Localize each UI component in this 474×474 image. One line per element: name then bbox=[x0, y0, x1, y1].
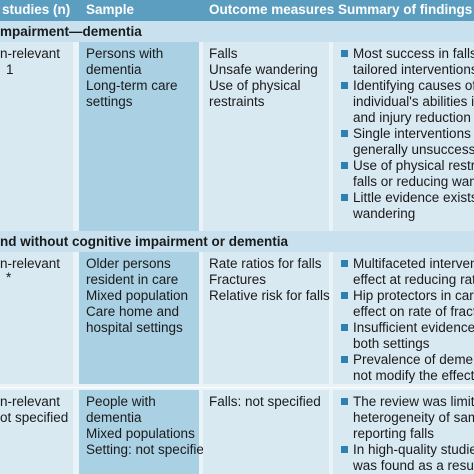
finding-text: and injury reduction r bbox=[353, 110, 474, 125]
study-text: n-relevant bbox=[0, 46, 61, 61]
outcome-text: Use of physical bbox=[209, 78, 301, 93]
sample-cell: People with dementia Mixed populations S… bbox=[79, 390, 211, 474]
finding-bullet: Hip protectors in care bbox=[340, 288, 474, 304]
finding-bullet: Most success in falls p bbox=[340, 46, 474, 62]
finding-text: tailored interventions bbox=[353, 62, 474, 77]
header-summary-of-findings: Summary of findings bbox=[338, 2, 473, 17]
outcome-cell: Falls: not specified bbox=[203, 390, 329, 474]
sample-text: Long-term care bbox=[86, 78, 178, 93]
finding-text: not modify the effect bbox=[353, 368, 474, 383]
outcome-cell: Rate ratios for falls Fractures Relative… bbox=[203, 252, 330, 384]
study-text: ot specified bbox=[0, 410, 69, 425]
finding-text: reporting falls bbox=[353, 426, 435, 441]
outcome-text: Fractures bbox=[209, 272, 267, 287]
findings-cell: Most success in falls p tailored interve… bbox=[333, 42, 474, 233]
findings-cell: Multifaceted intervent effect at reducin… bbox=[333, 252, 474, 384]
findings-cell: The review was limited heterogeneity of … bbox=[333, 390, 474, 474]
sample-text: resident in care bbox=[86, 272, 179, 287]
outcome-text: Falls bbox=[209, 46, 238, 61]
sample-text: dementia bbox=[86, 62, 142, 77]
outcome-text: Relative risk for falls bbox=[209, 288, 330, 303]
sample-text: hospital settings bbox=[86, 320, 183, 335]
section-heading-mixed: nd without cognitive impairment or demen… bbox=[0, 231, 474, 252]
finding-text: was found as a result bbox=[353, 458, 474, 473]
finding-text: wandering bbox=[353, 206, 416, 221]
header-studies: studies (n) bbox=[2, 2, 71, 17]
study-text: n-relevant bbox=[0, 394, 61, 409]
sample-text: settings bbox=[86, 94, 133, 109]
finding-text: individual's abilities in bbox=[353, 94, 474, 109]
finding-bullet: The review was limited bbox=[341, 394, 474, 410]
section-heading-dementia: mpairment—dementia bbox=[0, 21, 474, 42]
finding-text: effect at reducing rate bbox=[353, 272, 474, 287]
section-title: mpairment—dementia bbox=[0, 24, 142, 39]
header-sample: Sample bbox=[86, 2, 135, 17]
study-text: * bbox=[6, 270, 12, 285]
finding-bullet: Multifaceted intervent bbox=[340, 256, 474, 272]
finding-text: effect on rate of fractu bbox=[353, 304, 474, 319]
finding-bullet: Single interventions or bbox=[341, 126, 474, 142]
study-cell: n-relevant * bbox=[0, 252, 73, 384]
outcome-text: Falls: not specified bbox=[209, 394, 321, 409]
finding-text: heterogeneity of samp bbox=[353, 410, 474, 425]
sample-text: Persons with bbox=[86, 46, 164, 61]
finding-text: both settings bbox=[353, 336, 430, 351]
sample-text: Mixed population bbox=[86, 288, 189, 303]
outcome-text: Unsafe wandering bbox=[209, 62, 318, 77]
finding-bullet: In high-quality studies bbox=[341, 442, 474, 458]
outcome-cell: Falls Unsafe wandering Use of physical r… bbox=[203, 42, 329, 233]
finding-bullet: Identifying causes of f bbox=[341, 78, 474, 94]
outcome-text: restraints bbox=[209, 94, 265, 109]
study-text: 1 bbox=[6, 62, 14, 77]
header-outcome-measures: Outcome measures bbox=[209, 2, 335, 17]
table-header: studies (n) Sample Outcome measures Summ… bbox=[0, 0, 474, 21]
sample-text: People with bbox=[86, 394, 156, 409]
sample-text: Mixed populations bbox=[86, 426, 195, 441]
row-divider bbox=[0, 387, 474, 388]
finding-bullet: Use of physical restrai bbox=[341, 158, 474, 174]
finding-bullet: Insufficient evidence f bbox=[341, 320, 474, 336]
finding-text: generally unsuccessful bbox=[353, 142, 474, 157]
sample-cell: Persons with dementia Long-term care set… bbox=[79, 42, 199, 233]
sample-text: Setting: not specified bbox=[86, 442, 212, 457]
sample-text: dementia bbox=[86, 410, 142, 425]
section-title: nd without cognitive impairment or demen… bbox=[0, 234, 289, 249]
study-text: n-relevant bbox=[0, 256, 61, 271]
finding-text: falls or reducing wanc bbox=[353, 174, 474, 189]
sample-text: Older persons bbox=[86, 256, 171, 271]
study-cell: n-relevant ot specified bbox=[0, 390, 73, 474]
study-cell: n-relevant 1 bbox=[0, 42, 73, 233]
sample-text: Care home and bbox=[86, 304, 180, 319]
sample-cell: Older persons resident in care Mixed pop… bbox=[79, 252, 199, 384]
finding-bullet: Prevalence of dementi bbox=[340, 352, 474, 368]
outcome-text: Rate ratios for falls bbox=[209, 256, 322, 271]
finding-bullet: Little evidence exists c bbox=[340, 190, 474, 206]
